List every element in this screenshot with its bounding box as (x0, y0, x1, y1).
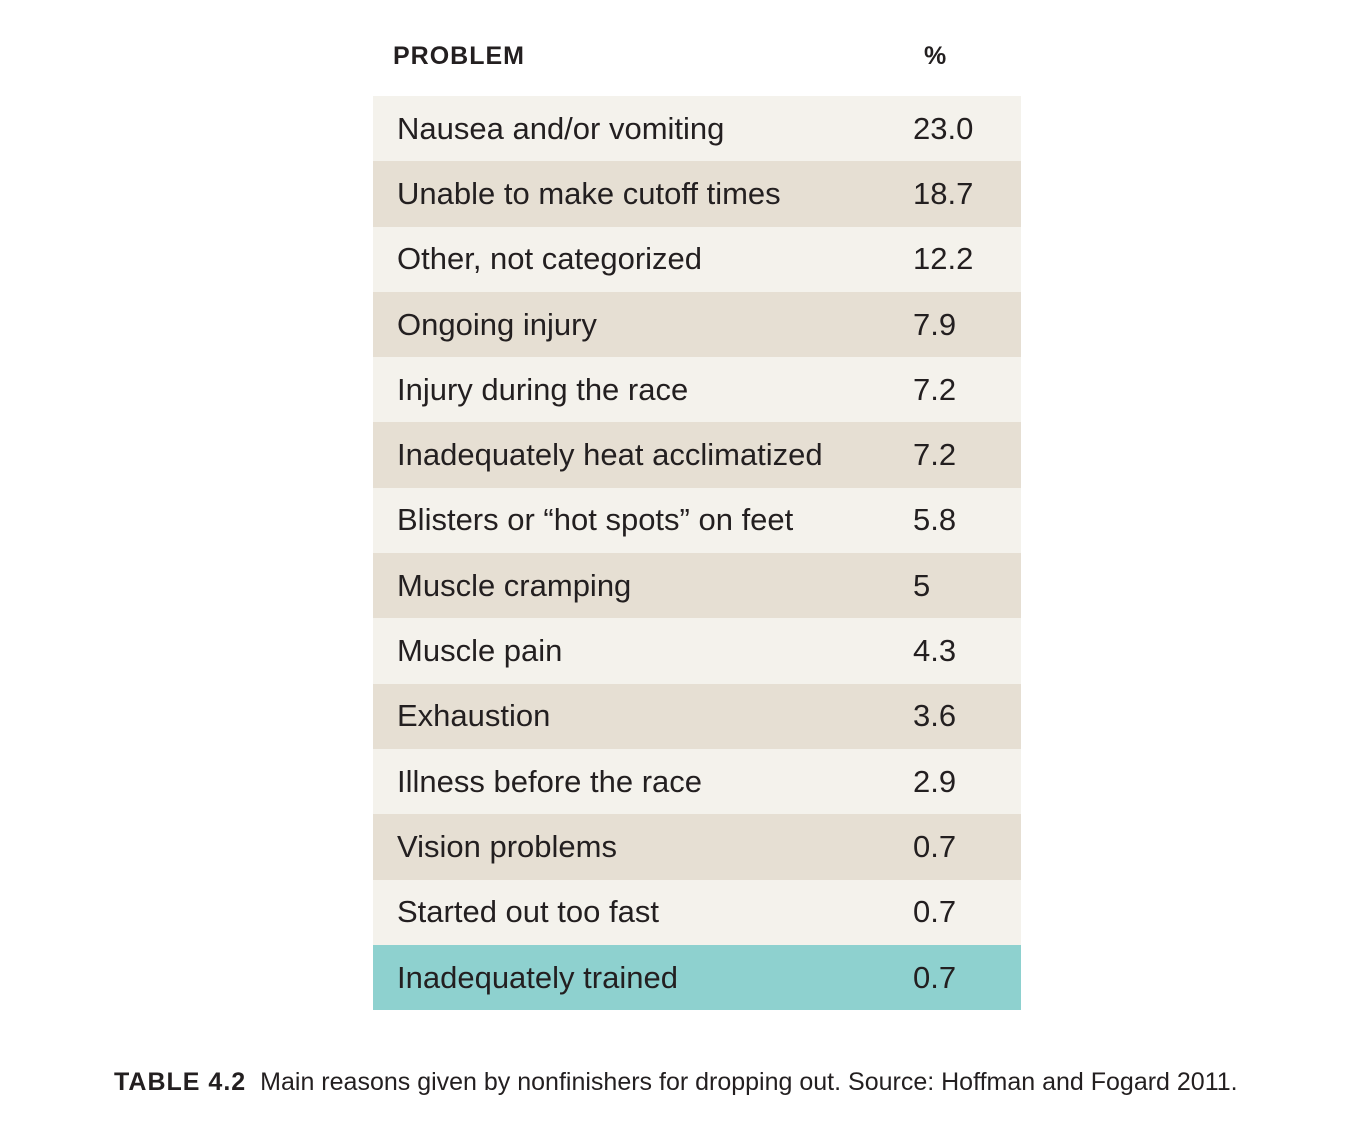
percent-cell: 0.7 (913, 959, 957, 995)
percent-cell: 7.2 (913, 371, 957, 407)
problem-cell: Nausea and/or vomiting (397, 110, 725, 146)
problem-cell: Muscle cramping (397, 567, 632, 603)
percent-cell: 5.8 (913, 502, 957, 538)
problem-cell: Started out too fast (397, 894, 659, 930)
problem-cell: Other, not categorized (397, 241, 703, 277)
table-row: Vision problems 0.7 (373, 814, 1021, 880)
table-row: Other, not categorized 12.2 (373, 226, 1021, 292)
table-row: Inadequately trained 0.7 (373, 944, 1021, 1011)
percent-cell: 2.9 (913, 763, 957, 799)
table-row: Ongoing injury 7.9 (373, 291, 1021, 358)
problem-cell: Inadequately heat acclimatized (397, 437, 823, 473)
table-row: Blisters or “hot spots” on feet 5.8 (373, 487, 1021, 554)
caption-label: TABLE 4.2 (114, 1068, 247, 1096)
problem-cell: Unable to make cutoff times (397, 175, 781, 211)
column-header-problem: PROBLEM (393, 42, 525, 70)
problem-cell: Inadequately trained (397, 959, 678, 995)
problem-cell: Blisters or “hot spots” on feet (397, 502, 794, 538)
table-row: Started out too fast 0.7 (373, 879, 1021, 945)
problem-cell: Vision problems (397, 828, 617, 864)
table-row: Nausea and/or vomiting 23.0 (373, 96, 1021, 162)
table-row: Inadequately heat acclimatized 7.2 (373, 422, 1021, 488)
problem-cell: Exhaustion (397, 698, 551, 734)
table-body: Nausea and/or vomiting 23.0 Unable to make… (373, 96, 1021, 1011)
percent-cell: 12.2 (913, 241, 974, 277)
table-row: Exhaustion 3.6 (373, 683, 1021, 749)
percent-cell: 0.7 (913, 828, 957, 864)
percent-cell: 0.7 (913, 894, 957, 930)
problem-cell: Ongoing injury (397, 306, 597, 342)
percent-cell: 18.7 (913, 175, 974, 211)
table-row: Injury during the race 7.2 (373, 357, 1021, 423)
column-header-percent: % (924, 42, 947, 70)
table-row: Muscle cramping 5 (373, 553, 1021, 619)
table-row: Muscle pain 4.3 (373, 618, 1021, 684)
table-row: Unable to make cutoff times 18.7 (373, 161, 1021, 227)
problem-cell: Illness before the race (397, 763, 703, 799)
problem-cell: Injury during the race (397, 371, 689, 407)
percent-cell: 7.2 (913, 437, 957, 473)
table-header-row: PROBLEM % (373, 30, 1021, 96)
percent-cell: 7.9 (913, 306, 957, 342)
problems-table: PROBLEM % Nausea and/or vomiting 23.0 Unab… (373, 30, 1021, 1011)
table-caption: TABLE 4.2 Main reasons given by nonfinish… (114, 1068, 1238, 1097)
percent-cell: 23.0 (913, 110, 974, 146)
percent-cell: 5 (913, 567, 931, 603)
percent-cell: 3.6 (913, 698, 957, 734)
problem-cell: Muscle pain (397, 633, 563, 669)
caption-text: Main reasons given by nonfinishers for d… (260, 1068, 1238, 1096)
percent-cell: 4.3 (913, 633, 957, 669)
table-row: Illness before the race 2.9 (373, 748, 1021, 815)
